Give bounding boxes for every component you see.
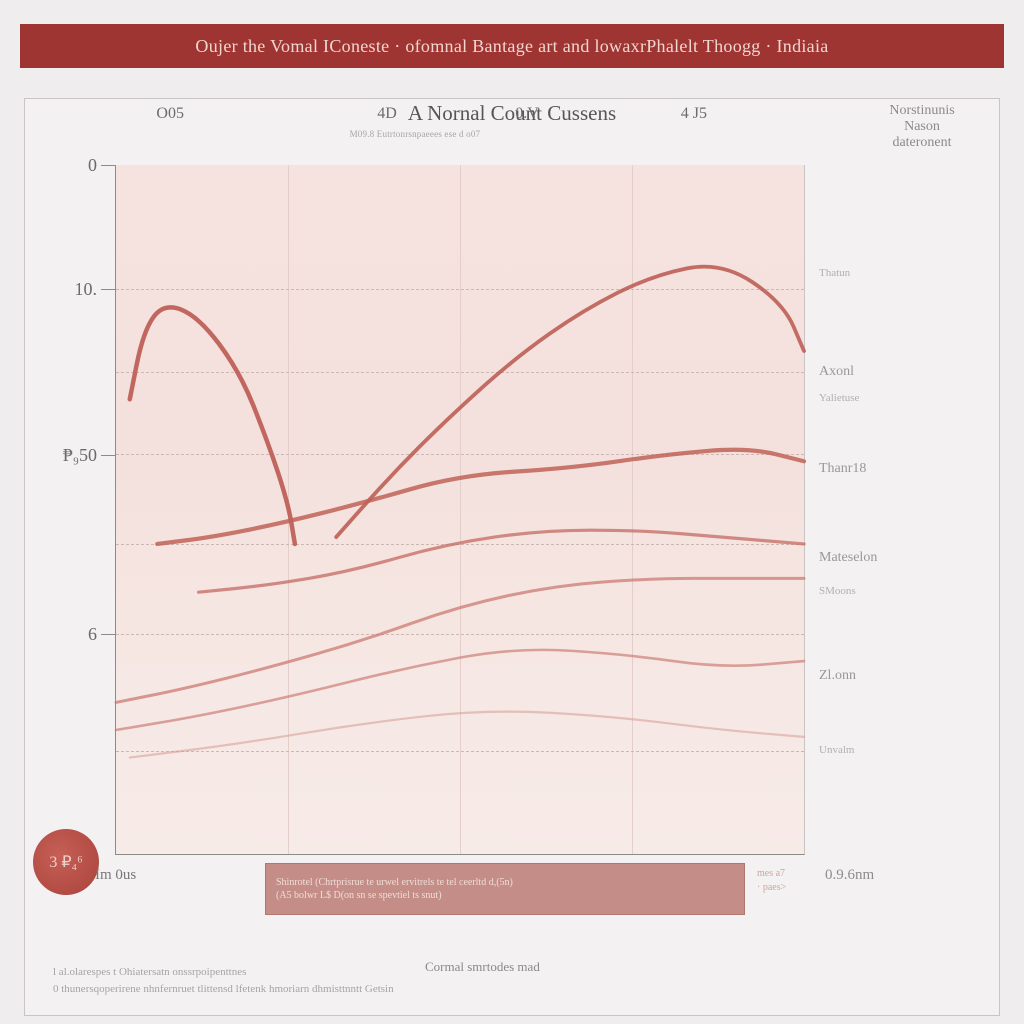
badge-text: 3 ₽₄⁶ [49, 852, 82, 872]
series-mateselon [199, 530, 804, 592]
y-axis-ticks: 010.₱₉506 [47, 165, 107, 855]
caption-box: Shinrotel (Chrtprisrue te urwel ervitrel… [265, 863, 745, 915]
footnote-2: 0 thunersqoperirene nhnfernruet tlittens… [53, 981, 971, 998]
y-tick: 0 [47, 155, 97, 176]
y-tick: 10. [47, 279, 97, 300]
legend-header-l1: Norstinunis [857, 103, 987, 119]
y-tick-mark [101, 289, 115, 290]
title-banner: Oujer the Vomal IConeste · ofomnal Banta… [20, 24, 1004, 68]
chart-frame: A Nornal Count Cussens O054D0.V4 J5M09.8… [24, 98, 1000, 1016]
footnotes: l al.olarespes t Ohiatersatn onssrpoipen… [53, 964, 971, 997]
y-tick-mark [101, 634, 115, 635]
series-label: SMoons [819, 585, 856, 597]
top-axis: O05 4D 0.V 4 J5 M09.8 Eutrtonrsnpaeees ese d… [115, 105, 805, 165]
y-tick-mark [101, 455, 115, 456]
y-tick-mark [101, 165, 115, 166]
series-svg [116, 165, 804, 854]
series-label: Axonl [819, 364, 854, 380]
series-label: Thatun [819, 267, 850, 279]
series-faint [130, 712, 804, 758]
series-axonl [336, 267, 804, 537]
series-label: Zl.onn [819, 668, 856, 684]
series-zlonn [116, 650, 804, 730]
top-subtick: M09.8 Eutrtonrsnpaeees ese d o07 [350, 129, 481, 139]
banner-text: Oujer the Vomal IConeste · ofomnal Banta… [195, 36, 828, 57]
top-tick: 4 J5 [681, 105, 707, 123]
caption-line2: (A5 bolwr L$ D(on sn se spevtiel ts snut… [276, 889, 734, 902]
caption-line1: Shinrotel (Chrtprisrue te urwel ervitrel… [276, 876, 734, 889]
y-tick: ₱₉50 [47, 445, 97, 466]
right-labels: Thatun Axonl Yalietuse Thanr18 Mateselon SMoo… [813, 165, 983, 855]
top-tick: 0.V [515, 105, 539, 123]
x-start-label: Im 0us [95, 867, 136, 884]
series-thanr [157, 450, 804, 544]
legend-header-l2: Nason [857, 119, 987, 135]
top-tick: 4D [377, 105, 397, 123]
series-label: Thanr18 [819, 461, 866, 477]
top-tick: O05 [156, 105, 184, 123]
caption-aside-1: mes a7 [757, 867, 837, 881]
series-moons [116, 578, 804, 702]
caption-aside: mes a7 · paes> [757, 867, 837, 895]
plot-area [115, 165, 805, 855]
series-anon-upper [130, 307, 295, 544]
page: Oujer the Vomal IConeste · ofomnal Banta… [0, 0, 1024, 1024]
footnote-1: l al.olarespes t Ohiatersatn onssrpoipen… [53, 964, 971, 981]
legend-header: Norstinunis Nason dateronent [857, 103, 987, 151]
badge-circle: 3 ₽₄⁶ [33, 829, 99, 895]
series-label: Unvalm [819, 744, 854, 756]
caption-aside-2: · paes> [757, 881, 837, 895]
series-label: Yalietuse [819, 392, 859, 404]
series-label: Mateselon [819, 550, 877, 566]
y-tick: 6 [47, 624, 97, 645]
legend-header-l3: dateronent [857, 135, 987, 151]
